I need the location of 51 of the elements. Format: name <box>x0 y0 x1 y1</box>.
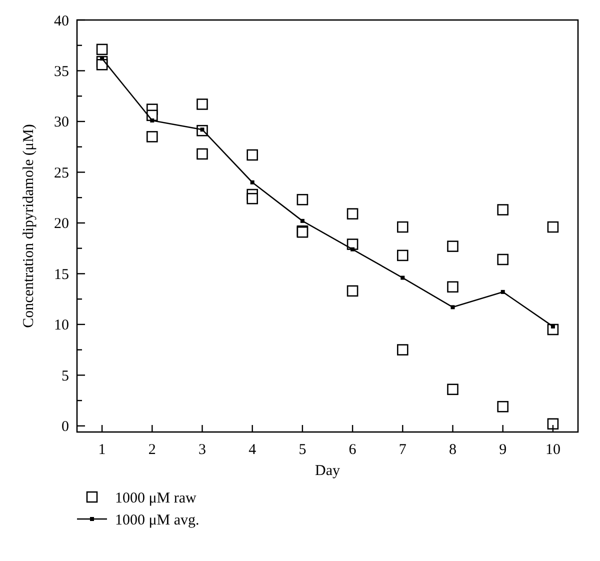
point <box>146 131 158 142</box>
point <box>547 221 559 233</box>
point <box>397 250 408 262</box>
x-tick-label: 7 <box>398 442 407 458</box>
x-tick-label: 3 <box>198 442 206 458</box>
point <box>497 204 508 216</box>
y-tick-label: 30 <box>54 114 69 131</box>
y-tick-label: 40 <box>54 13 69 30</box>
y-tick-label: 35 <box>54 64 69 80</box>
point <box>346 208 358 220</box>
y-tick-label: 5 <box>62 368 69 384</box>
point <box>397 344 408 356</box>
y-tick-label: 0 <box>62 419 69 436</box>
x-tick-label: 9 <box>499 442 507 458</box>
x-tick-label: 10 <box>545 442 560 458</box>
point <box>100 56 104 61</box>
x-tick-label: 1 <box>98 442 106 458</box>
point <box>447 240 458 252</box>
point <box>497 400 508 412</box>
x-tick-label: 6 <box>348 442 357 458</box>
y-tick-label: 10 <box>54 318 69 334</box>
point <box>296 194 308 206</box>
point <box>150 118 154 122</box>
point <box>196 148 208 160</box>
point <box>450 305 455 310</box>
legend-label: 1000 μM avg. <box>115 512 200 528</box>
x-tick-label: 2 <box>148 442 156 458</box>
point <box>96 44 108 56</box>
point <box>547 418 559 430</box>
point <box>500 290 505 294</box>
x-axis-title: Day <box>315 463 340 479</box>
point <box>497 254 508 266</box>
point <box>300 218 304 223</box>
y-tick-label: 25 <box>54 165 69 182</box>
point <box>196 98 208 110</box>
legend-label: 1000 μM raw <box>115 490 197 506</box>
point <box>447 281 458 293</box>
point <box>350 247 355 252</box>
point <box>246 149 258 161</box>
point <box>250 180 254 184</box>
point <box>346 285 358 297</box>
point <box>447 384 458 396</box>
y-tick-label: 20 <box>54 216 69 232</box>
y-tick-label: 15 <box>54 266 69 283</box>
point <box>400 276 405 280</box>
x-tick-label: 8 <box>449 442 456 458</box>
x-tick-label: 4 <box>248 442 257 458</box>
point <box>397 221 408 233</box>
point <box>246 192 258 204</box>
x-tick-label: 5 <box>298 442 306 458</box>
y-axis-title: Concentration dipyridamole (μM) <box>21 124 37 328</box>
